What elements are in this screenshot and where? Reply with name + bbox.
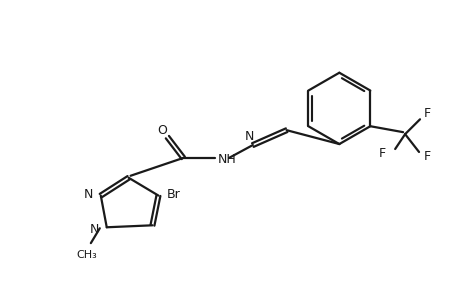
Text: Br: Br — [166, 188, 180, 201]
Text: F: F — [423, 150, 430, 164]
Text: N: N — [245, 130, 254, 142]
Text: N: N — [83, 188, 93, 201]
Text: O: O — [157, 124, 167, 137]
Text: N: N — [89, 223, 99, 236]
Text: CH₃: CH₃ — [76, 250, 97, 260]
Text: F: F — [378, 148, 386, 160]
Text: F: F — [423, 107, 430, 120]
Text: NH: NH — [218, 153, 236, 167]
